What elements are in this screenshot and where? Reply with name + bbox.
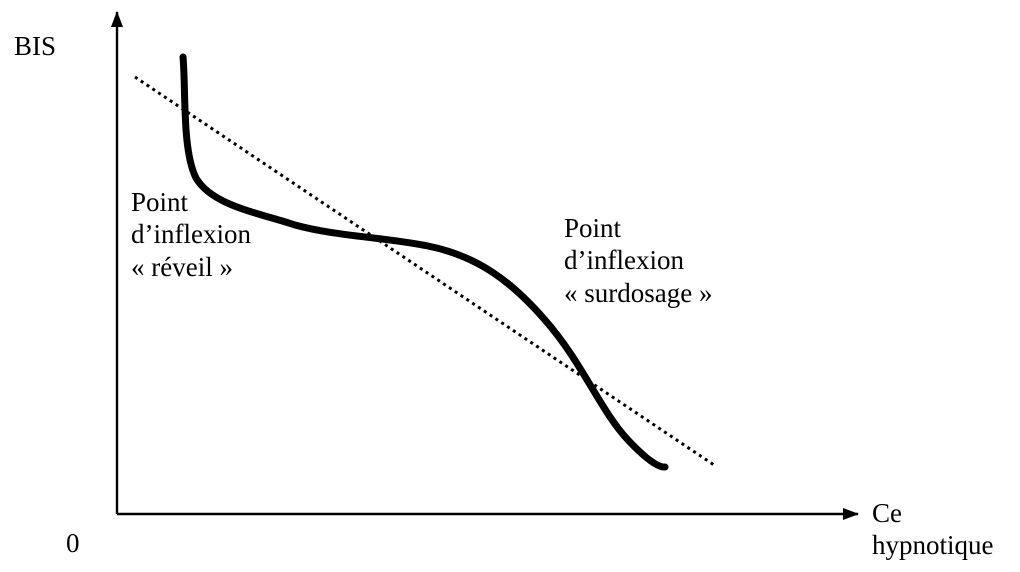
y-axis-label: BIS xyxy=(14,31,57,61)
annotation-overdose-inflection: Point d’inflexion « surdosage » xyxy=(564,212,712,309)
annotation-wake-line-3: « réveil » xyxy=(131,251,233,282)
sigmoid-curve xyxy=(179,53,669,471)
x-axis-label-line-1: Ce xyxy=(872,498,902,528)
annotation-wake-inflection: Point d’inflexion « réveil » xyxy=(131,186,251,283)
annotation-wake-line-1: Point xyxy=(131,187,189,217)
x-axis-label: Ce hypnotique xyxy=(872,497,994,562)
annotation-overdose-line-2: d’inflexion xyxy=(564,245,684,276)
x-axis-label-line-2: hypnotique xyxy=(872,530,994,561)
annotation-overdose-line-3: « surdosage » xyxy=(564,277,713,308)
annotation-overdose-line-1: Point xyxy=(564,213,622,243)
origin-label: 0 xyxy=(66,528,80,558)
annotation-wake-line-2: d’inflexion xyxy=(131,219,251,250)
